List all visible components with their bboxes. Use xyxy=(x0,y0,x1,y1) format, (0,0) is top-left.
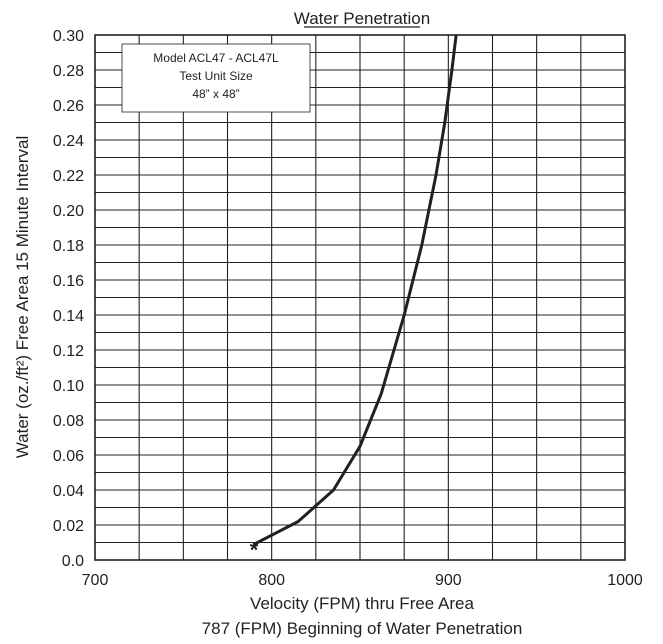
x-tick-labels: 700 800 900 1000 xyxy=(82,572,643,589)
y-tick-label: 0.16 xyxy=(53,273,84,290)
chart-title: Water Penetration xyxy=(294,9,430,28)
y-tick-label: 0.14 xyxy=(53,308,84,325)
penetration-curve xyxy=(253,35,458,546)
y-tick-label: 0.06 xyxy=(53,448,84,465)
y-tick-label: 0.20 xyxy=(53,203,84,220)
x-tick-label: 1000 xyxy=(607,572,643,589)
legend-model-text: Model ACL47 - ACL47L xyxy=(153,51,279,65)
y-tick-labels: 0.0 0.02 0.04 0.06 0.08 0.10 0.12 0.14 0.16 0.18 0… xyxy=(53,28,84,570)
y-tick-label: 0.28 xyxy=(53,63,84,80)
y-tick-label: 0.0 xyxy=(62,553,84,570)
penetration-start-marker: * xyxy=(250,537,259,562)
legend-box: Model ACL47 - ACL47L Test Unit Size 48” … xyxy=(121,43,311,113)
y-axis-label: Water (oz./ft²) Free Area 15 Minute Inte… xyxy=(13,136,32,459)
y-tick-label: 0.02 xyxy=(53,518,84,535)
y-tick-label: 0.18 xyxy=(53,238,84,255)
x-axis-sublabel: 787 (FPM) Beginning of Water Penetration xyxy=(202,619,523,638)
x-tick-label: 700 xyxy=(82,572,109,589)
plot-frame xyxy=(94,34,626,561)
legend-background xyxy=(121,43,311,113)
y-tick-label: 0.12 xyxy=(53,343,84,360)
y-tick-label: 0.22 xyxy=(53,168,84,185)
y-tick-label: 0.24 xyxy=(53,133,84,150)
y-tick-label: 0.30 xyxy=(53,28,84,45)
x-axis-label: Velocity (FPM) thru Free Area xyxy=(250,594,474,613)
legend-size-text: 48” x 48” xyxy=(192,87,239,101)
legend-test-unit-text: Test Unit Size xyxy=(179,69,253,83)
y-tick-label: 0.08 xyxy=(53,413,84,430)
y-tick-label: 0.26 xyxy=(53,98,84,115)
plot-grid xyxy=(95,35,625,560)
x-tick-label: 900 xyxy=(435,572,462,589)
y-tick-label: 0.10 xyxy=(53,378,84,395)
y-tick-label: 0.04 xyxy=(53,483,84,500)
x-tick-label: 800 xyxy=(258,572,285,589)
